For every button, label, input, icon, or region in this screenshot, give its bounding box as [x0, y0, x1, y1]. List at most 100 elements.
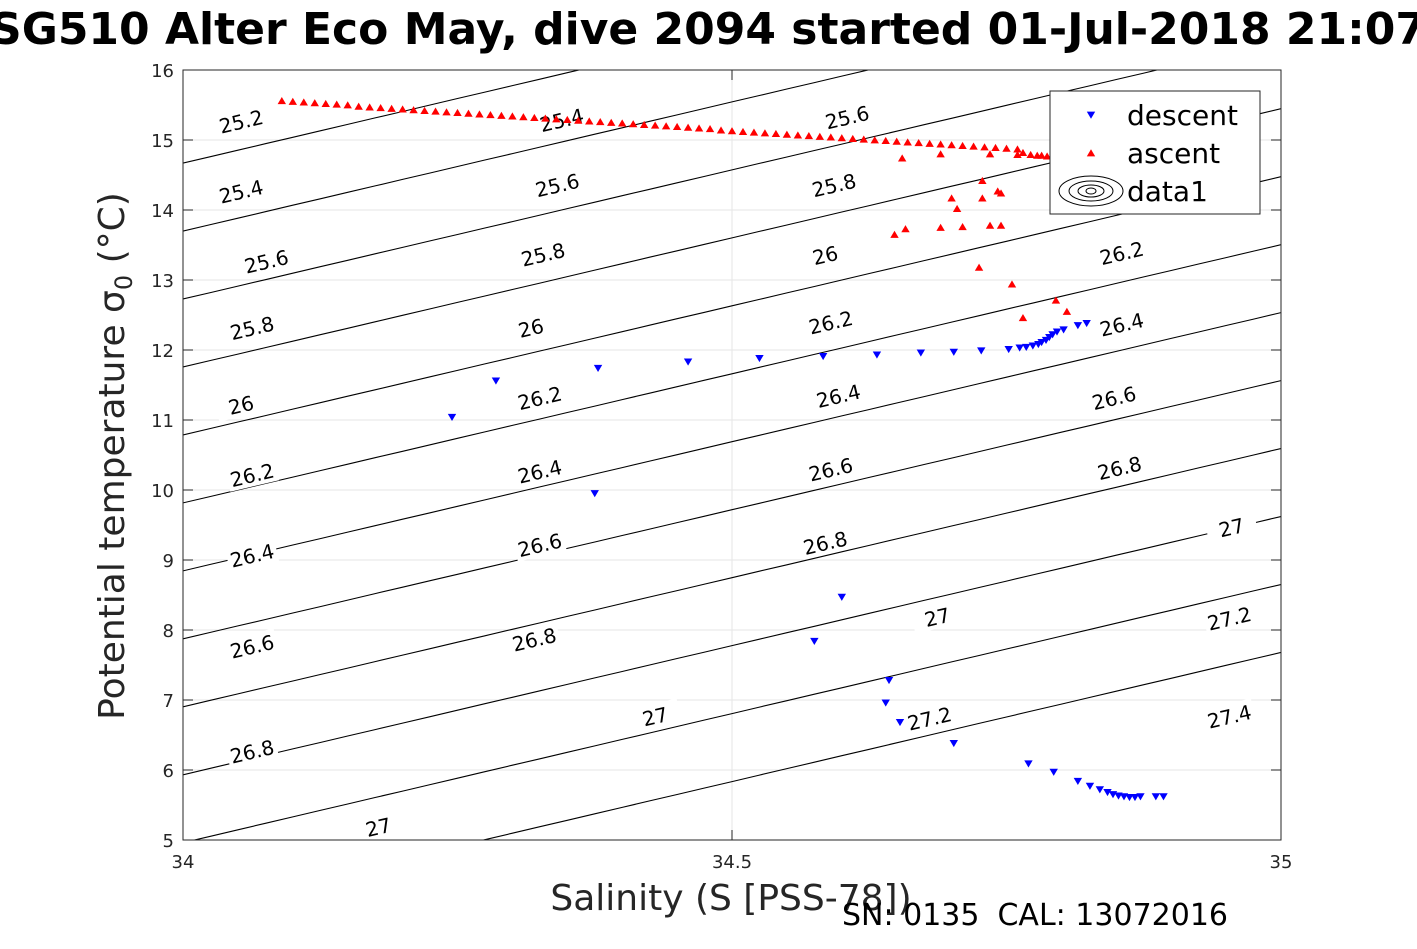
ascent-point: [1013, 145, 1022, 153]
instrument-info: SN: 0135 CAL: 13072016: [842, 898, 1246, 933]
ascent-point: [376, 104, 385, 112]
contour-line: [183, 380, 1281, 640]
chart-title: SG510 Alter Eco May, dive 2094 started 0…: [0, 4, 1417, 55]
contour-label: 27: [1216, 513, 1246, 542]
ascent-point: [815, 132, 825, 140]
descent-point: [1049, 768, 1058, 776]
ascent-point: [332, 100, 341, 108]
contour-label-bg: [512, 379, 567, 415]
ascent-point: [716, 126, 726, 134]
descent-point: [837, 593, 846, 601]
contour-label-bg: [803, 304, 858, 340]
contour-label-bg: [1086, 379, 1141, 415]
serial-number: SN: 0135: [842, 898, 980, 933]
ascent-point: [563, 115, 572, 124]
ascent-point: [585, 117, 594, 125]
ascent-point: [650, 121, 660, 129]
ascent-point: [969, 142, 978, 150]
contour-label-bg: [224, 309, 280, 345]
ascent-point: [628, 120, 638, 128]
density-contours: [183, 70, 1281, 840]
ascent-point: [420, 106, 429, 114]
y-axis-label-unit: (°C): [91, 192, 133, 264]
descent-point: [1015, 344, 1024, 352]
descent-point: [1004, 345, 1013, 354]
axes: 34 34.5 35 5 6 7 8 9 10 11 12 13 14 15 16: [151, 61, 1292, 873]
contour-label-bg: [910, 599, 965, 634]
ascent-point: [870, 136, 879, 144]
ascent-point: [475, 110, 484, 118]
ascent-point: [277, 97, 287, 105]
y-tick-label: 5: [163, 831, 174, 852]
ascent-point: [310, 99, 319, 107]
descent-point: [1052, 328, 1062, 336]
contour-label-bg: [224, 456, 280, 492]
ascent-point: [409, 106, 418, 114]
ascent-point: [985, 150, 995, 158]
ascent-point: [508, 112, 517, 120]
descent-point: [895, 719, 905, 727]
contour-label-bg: [224, 733, 280, 769]
descent-point: [810, 637, 819, 645]
contour-label-bg: [503, 309, 558, 345]
legend[interactable]: descent ascent data1: [1049, 90, 1261, 215]
ascent-point: [431, 107, 440, 115]
descent-point: [447, 413, 457, 421]
legend-entry-label: descent: [1127, 99, 1238, 132]
descent-point: [872, 351, 882, 359]
legend-ascent-marker: [1086, 149, 1096, 157]
contour-label-bg: [1202, 698, 1257, 734]
ascent-point: [837, 134, 846, 142]
descent-point: [1073, 777, 1083, 785]
contour-label-bg: [798, 237, 853, 272]
ascent-point: [760, 129, 770, 137]
x-tick-label: 34.5: [712, 852, 752, 873]
descent-point: [1095, 786, 1105, 794]
contour-line: [192, 583, 1281, 840]
ascent-point: [996, 189, 1006, 197]
ascent-point: [947, 194, 956, 202]
legend-contour-icon: [1058, 175, 1124, 207]
contour-label-bg: [798, 524, 853, 560]
y-tick-label: 6: [163, 761, 174, 782]
descent-point: [1073, 322, 1083, 330]
ascent-point: [958, 141, 967, 149]
contour-line: [481, 651, 1281, 840]
ascent-point: [892, 137, 901, 145]
y-tick-label: 12: [151, 341, 174, 362]
ascent-point: [958, 223, 967, 231]
calibration-date: CAL: 13072016: [997, 898, 1229, 933]
contour-label-bg: [512, 453, 567, 489]
descent-point: [1048, 331, 1057, 339]
legend-contour-ring: [1077, 184, 1105, 198]
ascent-point: [574, 116, 583, 124]
x-axis-label: Salinity (S [PSS-78]): [550, 878, 912, 919]
contour-label-bg: [512, 526, 567, 562]
y-tick-label: 7: [163, 691, 174, 712]
ascent-point: [398, 105, 407, 113]
ascent-point: [596, 118, 605, 126]
contour-label: 27: [640, 702, 670, 731]
ascent-point: [936, 150, 945, 158]
contour-label: 27: [363, 813, 393, 842]
ascent-point: [705, 125, 715, 133]
ascent-point: [694, 124, 704, 132]
ascent-point: [978, 176, 987, 184]
contour-label-bg: [1094, 306, 1149, 342]
descent-point: [683, 358, 693, 366]
y-tick-label: 15: [151, 131, 174, 152]
ascent-point: [991, 143, 1000, 152]
contour-line: [183, 70, 871, 232]
legend-contour-ring: [1058, 175, 1124, 207]
ascent-point: [881, 136, 890, 145]
ascent-point: [1037, 151, 1046, 159]
ascent-point: [299, 98, 308, 106]
ascent-point: [727, 127, 737, 135]
y-axis-label-symbol: σ: [91, 290, 133, 313]
ascent-point: [288, 97, 297, 105]
ascent-point: [978, 194, 987, 202]
descent-point: [1151, 793, 1161, 801]
y-tick-label: 11: [151, 411, 174, 432]
descent-point: [818, 352, 828, 361]
